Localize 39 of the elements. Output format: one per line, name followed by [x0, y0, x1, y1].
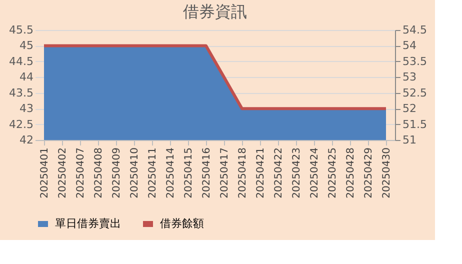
y2-tick-label: 52 [402, 102, 416, 116]
y2-tick-label: 54 [402, 39, 416, 52]
y2-tick-label: 53.5 [402, 54, 427, 68]
x-tick-label: 20250411 [148, 148, 158, 198]
y2-tick-label: 52.5 [402, 86, 427, 100]
y-tick-label: 42.5 [9, 118, 34, 131]
x-tick-label: 20250401 [40, 148, 50, 198]
y-tick-label: 44.5 [9, 54, 34, 68]
x-tick-label: 20250407 [76, 148, 86, 198]
x-tick-label: 20250423 [292, 148, 302, 198]
y-tick-label: 45.5 [9, 24, 34, 36]
x-tick-label: 20250416 [202, 148, 212, 198]
x-tick-label: 20250417 [220, 148, 230, 198]
y2-tick-label: 51.5 [402, 118, 427, 131]
chart-title: 借券資訊 [183, 2, 247, 21]
legend-label: 借券餘額 [160, 217, 204, 230]
x-tick-label: 20250428 [346, 148, 356, 198]
x-tick-label: 20250415 [184, 148, 194, 198]
y-tick-label: 43.5 [9, 86, 34, 100]
y-tick-label: 42 [20, 134, 34, 146]
y2-tick-label: 51 [402, 134, 416, 146]
x-tick-label: 20250409 [112, 148, 122, 198]
x-tick-label: 20250430 [382, 148, 392, 198]
y2-tick-label: 53 [402, 70, 416, 84]
x-tick-label: 20250410 [130, 148, 140, 198]
x-tick-label: 20250421 [256, 148, 266, 198]
y-tick-label: 44 [20, 70, 34, 84]
x-tick-label: 20250422 [274, 148, 284, 198]
x-tick-label: 20250425 [328, 148, 338, 198]
legend-label: 單日借券賣出 [55, 217, 121, 230]
x-tick-label: 20250429 [364, 148, 374, 198]
y2-tick-label: 54.5 [402, 24, 427, 36]
x-tick-label: 20250408 [94, 148, 104, 198]
x-tick-label: 20250424 [310, 148, 320, 198]
y-tick-label: 45 [20, 39, 34, 52]
x-tick-label: 20250414 [166, 148, 176, 198]
y-tick-label: 43 [20, 102, 34, 116]
x-tick-label: 20250418 [238, 148, 248, 198]
x-tick-label: 20250402 [58, 148, 68, 198]
